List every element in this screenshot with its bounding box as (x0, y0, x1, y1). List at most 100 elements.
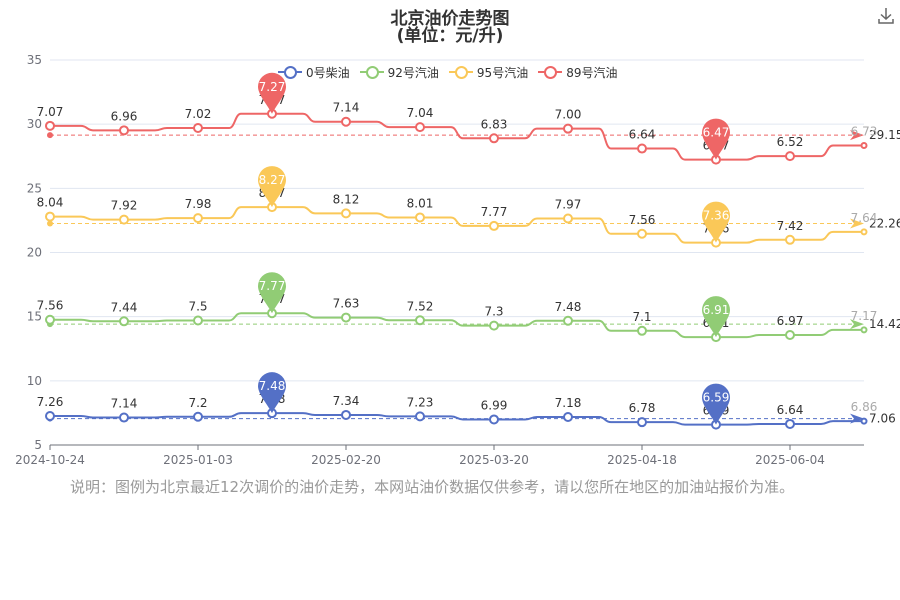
average-label: 29.15 (869, 128, 900, 142)
data-label: 7.98 (185, 197, 212, 211)
data-point (415, 315, 425, 326)
download-icon[interactable] (876, 6, 896, 26)
legend-item-diesel-0[interactable]: 0号柴油 (278, 64, 350, 81)
data-label: 7.17 (851, 309, 878, 323)
data-label: 7.52 (407, 299, 434, 313)
data-point (193, 213, 203, 224)
average-arrow (850, 130, 864, 141)
x-tick-label: 2025-06-04 (755, 453, 825, 467)
x-tick-label: 2025-02-20 (311, 453, 381, 467)
data-label: 6.78 (629, 401, 656, 415)
data-label: 6.73 (851, 124, 878, 138)
series-line (50, 112, 864, 161)
y-tick-label: 5 (34, 438, 42, 452)
data-point (119, 316, 129, 327)
data-point (489, 414, 499, 425)
data-point (860, 228, 868, 236)
average-start-dot (47, 220, 53, 227)
chart-note: 说明：图例为北京最近12次调价的油价走势，本网站油价数据仅供参考，请以您所在地区… (70, 478, 795, 496)
legend-item-gasoline-95[interactable]: 95号汽油 (448, 64, 528, 81)
data-point (415, 411, 425, 422)
data-point (860, 141, 868, 149)
data-point (415, 212, 425, 223)
chart-title: 北京油价走势图 (390, 9, 510, 29)
y-tick-label: 10 (27, 374, 42, 388)
average-start-dot (47, 132, 53, 139)
data-label: 7.5 (188, 300, 207, 314)
series-line (50, 312, 864, 339)
data-label: 6.64 (777, 403, 804, 417)
min-marker (702, 296, 730, 338)
data-label: 6.83 (481, 117, 508, 131)
legend-label: 92号汽油 (387, 65, 439, 80)
x-tick-label: 2025-04-18 (607, 453, 677, 467)
y-tick-label: 30 (27, 117, 42, 131)
data-label: 7.14 (333, 101, 360, 115)
data-point (193, 411, 203, 422)
data-point (489, 220, 499, 231)
min-marker-label: 7.36 (703, 209, 730, 223)
data-point (563, 412, 573, 423)
data-point (489, 320, 499, 331)
data-label: 6.86 (851, 400, 878, 414)
data-label: 6.97 (777, 314, 804, 328)
y-tick-label: 35 (27, 53, 42, 67)
min-marker-label: 6.47 (703, 126, 730, 140)
data-point (489, 133, 499, 144)
data-point (341, 208, 351, 219)
data-point (860, 417, 868, 425)
data-label: 8.01 (407, 196, 434, 210)
max-marker-label: 7.27 (259, 80, 286, 94)
legend-item-gasoline-92[interactable]: 92号汽油 (359, 64, 439, 81)
data-point (785, 330, 795, 341)
data-point (637, 325, 647, 336)
average-label: 22.26 (869, 216, 900, 230)
x-tick-label: 2025-01-03 (163, 453, 233, 467)
min-marker (702, 201, 730, 243)
data-point (415, 122, 425, 133)
data-label: 7.02 (185, 107, 212, 121)
data-point (637, 417, 647, 428)
data-label: 7.18 (555, 396, 582, 410)
average-arrow (850, 218, 864, 229)
data-point (860, 326, 868, 334)
data-point (785, 418, 795, 429)
chart-subtitle: (单位：元/升) (396, 26, 504, 46)
max-marker (258, 72, 286, 114)
data-point (563, 213, 573, 224)
data-label: 7.42 (777, 219, 804, 233)
max-marker (258, 166, 286, 208)
data-point (45, 120, 55, 131)
legend-label: 89号汽油 (566, 65, 618, 80)
series-line (50, 412, 864, 426)
legend-marker (538, 65, 563, 79)
data-label: 7.23 (407, 395, 434, 409)
data-point (341, 312, 351, 323)
y-tick-label: 25 (27, 181, 42, 195)
data-point (193, 123, 203, 134)
chart-legend: 0号柴油 92号汽油 95号汽油 89号汽油 (278, 62, 627, 82)
data-label: 6.52 (777, 135, 804, 149)
min-marker (702, 118, 730, 160)
data-label: 6.64 (629, 128, 656, 142)
legend-item-gasoline-89[interactable]: 89号汽油 (538, 64, 617, 81)
data-point (341, 116, 351, 127)
data-point (119, 125, 129, 136)
data-point (119, 412, 129, 423)
data-label: 7.63 (333, 297, 360, 311)
data-label: 7.77 (481, 205, 508, 219)
max-marker-label: 7.48 (259, 379, 286, 393)
x-tick-label: 2024-10-24 (15, 453, 85, 467)
max-marker-label: 7.77 (259, 279, 286, 293)
min-marker-label: 6.59 (703, 391, 730, 405)
data-label: 6.96 (111, 109, 138, 123)
y-tick-label: 20 (27, 246, 42, 260)
average-label: 14.42 (869, 317, 900, 331)
data-point (45, 211, 55, 222)
max-marker (258, 272, 286, 314)
legend-marker (359, 65, 384, 79)
max-marker (258, 372, 286, 414)
data-label: 7.04 (407, 106, 434, 120)
min-marker-label: 6.91 (703, 303, 730, 317)
